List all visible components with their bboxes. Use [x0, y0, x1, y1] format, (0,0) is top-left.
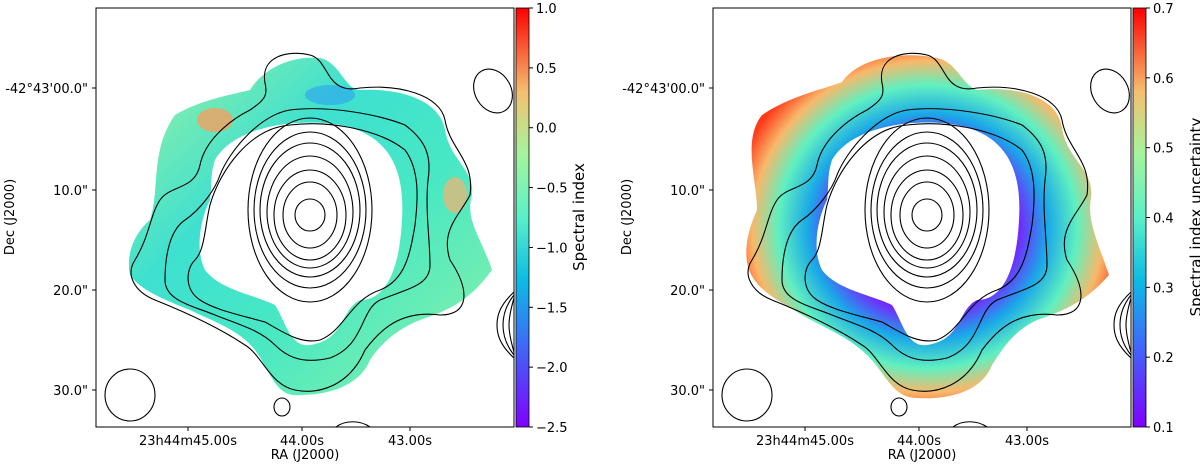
contour: [1090, 68, 1130, 114]
colorbar-tick-label: 1.0: [536, 2, 557, 17]
x-tick-label: 44.00s: [280, 434, 324, 449]
colorbar-tick-label: −2.0: [536, 361, 568, 376]
contour: [259, 142, 361, 278]
colorbar-label: Spectral index uncertainty: [1187, 118, 1200, 317]
contour: [1113, 291, 1132, 359]
contour: [952, 421, 988, 428]
colorbar-tick-label: 0.5: [536, 62, 557, 77]
contour: [804, 123, 1035, 342]
contour: [496, 291, 515, 359]
contour: [1119, 294, 1132, 356]
colorbar-tick-label: −2.5: [536, 421, 568, 436]
colorbar-tick-label: 0.4: [1153, 212, 1174, 227]
panel-2: 23h44m45.00s 44.00s 43.00s -42°43'00.0" 10.0…: [620, 2, 1200, 463]
contour: [747, 52, 1089, 392]
colorbar-tick-label: 0.0: [536, 122, 557, 137]
colorbar-tick-label: −0.5: [536, 182, 568, 197]
colorbar-tick-label: 0.1: [1153, 421, 1174, 436]
y-tick-label: 10.0": [670, 184, 705, 199]
panel-1: 23h44m45.00s 44.00s 43.00s -42°43'00.0" 10.0…: [3, 2, 588, 463]
blue-patch: [305, 85, 355, 105]
beam-ellipse: [721, 368, 773, 422]
contour: [266, 155, 354, 269]
colorbar-tick-label: 0.7: [1153, 2, 1174, 17]
colorbar-tick-label: −1.5: [536, 301, 568, 316]
x-tick-label: 23h44m45.00s: [139, 434, 237, 449]
y-tick-label: 20.0": [670, 284, 705, 299]
colorbar-tick-label: 0.2: [1153, 351, 1174, 366]
contour: [1125, 297, 1132, 353]
contour: [253, 131, 367, 289]
y-tick-label: -42°43'00.0": [5, 82, 88, 97]
beam-ellipse: [104, 368, 156, 422]
contour: [294, 198, 326, 232]
contour: [781, 108, 1048, 361]
contour: [130, 52, 472, 392]
x-axis-label: RA (J2000): [271, 448, 340, 463]
contour: [899, 181, 955, 249]
contour: [335, 421, 371, 428]
hotspot: [443, 177, 467, 213]
y-tick-label: 30.0": [53, 384, 88, 399]
contour: [883, 155, 971, 269]
hotspot: [197, 108, 233, 132]
x-tick-label: 23h44m45.00s: [756, 434, 854, 449]
contour: [273, 397, 291, 417]
contour: [876, 142, 978, 278]
axes-frame: [95, 7, 515, 428]
contour: [164, 108, 431, 361]
contour: [273, 169, 347, 261]
contour: [508, 297, 515, 353]
y-axis-label: Dec (J2000): [3, 179, 18, 255]
y-tick-label: 20.0": [53, 284, 88, 299]
contour: [911, 198, 943, 232]
contour: [282, 181, 338, 249]
colorbar-tick-label: 0.6: [1153, 72, 1174, 87]
x-axis-label: RA (J2000): [888, 448, 957, 463]
colorbar-tick-label: −1.0: [536, 241, 568, 256]
axes-frame: [712, 7, 1132, 428]
spectral-map: [746, 55, 1109, 399]
colorbar: [1132, 7, 1147, 428]
contour: [187, 123, 418, 342]
spectral-map: [128, 57, 493, 396]
x-tick-label: 43.00s: [1005, 434, 1049, 449]
contour: [870, 131, 984, 289]
colorbar-label: Spectral index: [570, 163, 588, 271]
y-tick-label: 10.0": [53, 184, 88, 199]
y-axis-label: Dec (J2000): [620, 179, 635, 255]
colorbar: [515, 7, 530, 428]
contour: [890, 169, 964, 261]
x-tick-label: 43.00s: [388, 434, 432, 449]
contour: [864, 117, 990, 303]
contour: [473, 68, 513, 114]
y-tick-label: 30.0": [670, 384, 705, 399]
y-tick-label: -42°43'00.0": [622, 82, 705, 97]
x-tick-label: 44.00s: [897, 434, 941, 449]
colorbar-tick-label: 0.3: [1153, 281, 1174, 296]
contour: [247, 117, 373, 303]
colorbar-tick-label: 0.5: [1153, 142, 1174, 157]
contour: [502, 294, 515, 356]
contour: [890, 397, 908, 417]
